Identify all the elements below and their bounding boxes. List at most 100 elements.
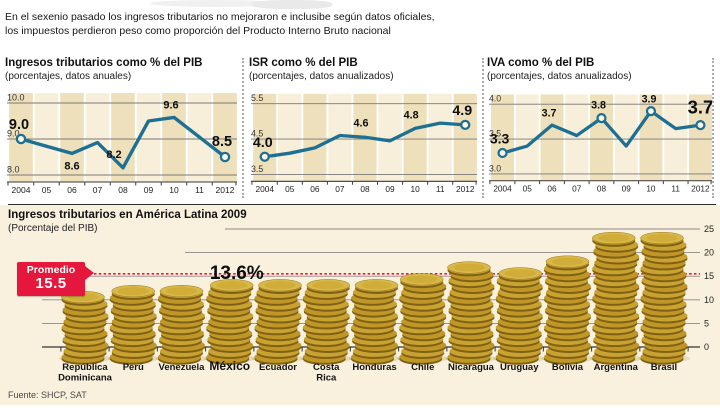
svg-text:2004: 2004 [12,185,31,195]
x-axis-ticks [60,347,689,352]
svg-text:11: 11 [195,185,204,195]
data-line [19,115,227,170]
data-labels: 3.3 3.7 3.8 3.9 3.7 [490,93,713,146]
chart-subtitle: (porcentajes, datos anuales) [5,71,132,82]
svg-text:4.5: 4.5 [251,129,263,139]
mexico-annotation: 13.6% [210,263,264,284]
svg-text:2012: 2012 [691,184,710,193]
svg-text:06: 06 [310,184,320,194]
bottom-chart-title: Ingresos tributarios en América Latina 2… [8,209,247,221]
x-axis-ticks [251,181,477,185]
svg-text:4.0: 4.0 [489,94,501,104]
promedio-label: Promedio [26,264,76,276]
chart-panel-iva: IVA como % del PIB (porcentajes, datos a… [487,57,716,199]
x-axis-labels: 2004 05 06 07 08 09 10 11 2012 [12,185,235,195]
data-point-marker [15,133,27,145]
source-note: Fuente: SHCP, SAT [8,390,87,400]
year-bands [253,93,477,182]
country-label: República Dominicana [58,362,113,384]
svg-text:06: 06 [547,184,557,193]
data-point-marker [497,147,508,159]
svg-text:07: 07 [335,184,345,194]
svg-text:09: 09 [144,185,154,195]
svg-text:8.0: 8.0 [7,165,20,175]
intro-line-2: los impuestos perdieron peso como propor… [5,25,391,37]
country-label: Bolivia [552,362,584,373]
country-label: Perú [123,362,144,373]
coin-stack [107,285,160,365]
country-label: Chile [411,362,434,373]
country-label: Uruguay [500,362,539,373]
svg-text:08: 08 [118,185,128,195]
data-point-marker [645,106,657,117]
panel-divider [482,58,484,198]
svg-text:3.0: 3.0 [489,164,501,174]
coin-bar-chart: 0 5 10 15 20 25 República Dominicana Perú Venezue… [42,224,714,384]
country-label: Argentina [594,362,639,373]
data-point-marker [596,113,607,124]
svg-text:15: 15 [704,271,714,281]
svg-text:4.6: 4.6 [354,117,369,129]
svg-text:5: 5 [704,318,709,328]
coin-stack [348,279,401,365]
country-labels: República Dominicana Perú Venezuela México Ec… [58,359,677,384]
svg-text:9.6: 9.6 [163,99,178,111]
line-chart-ingresos: 10.0 9.0 8.0 2004 05 06 07 08 09 10 11 2012 9.0 8.6 8.… [7,93,237,195]
svg-text:07: 07 [93,185,103,195]
svg-text:10.0: 10.0 [7,93,25,103]
coin-stack [300,279,353,365]
svg-text:0: 0 [704,342,709,352]
country-label: Nicaragua [448,362,495,373]
country-label: Venezuela [159,362,206,373]
svg-text:8.6: 8.6 [64,160,79,172]
svg-text:3.5: 3.5 [489,129,501,139]
x-axis-ticks [489,180,712,185]
chart-title: ISR como % del PIB [249,57,358,69]
svg-text:2012: 2012 [456,184,475,194]
year-bands [9,93,237,182]
coin-stack [252,279,304,365]
panel-divider [712,58,714,198]
svg-text:2012: 2012 [216,185,235,195]
data-point-marker [219,151,231,163]
x-axis-labels: 2004 05 06 07 08 09 10 11 2012 [493,184,710,193]
svg-text:20: 20 [704,248,714,258]
coin-stack [638,231,690,365]
svg-text:8.2: 8.2 [106,149,121,161]
country-label: Honduras [352,362,396,373]
data-labels: 9.0 8.6 8.2 9.6 8.5 [9,99,232,172]
svg-text:09: 09 [622,184,632,193]
section-divider [8,204,716,205]
svg-text:9.0: 9.0 [7,129,20,139]
svg-text:3.7: 3.7 [542,107,557,119]
chart-panel-ingresos: Ingresos tributarios como % del PIB (por… [5,57,241,199]
coin-stack [445,261,497,365]
x-axis-ticks [7,182,237,186]
svg-text:07: 07 [572,184,582,193]
promedio-value: 15.5 [35,275,67,292]
gridlines: 5.5 4.5 3.5 [251,93,478,175]
svg-text:10: 10 [646,184,656,193]
intro-line-1: En el sexenio pasado los ingresos tribut… [5,11,435,23]
svg-text:08: 08 [597,184,607,193]
svg-text:4.8: 4.8 [404,110,419,122]
svg-text:4.0: 4.0 [253,135,273,151]
svg-text:3.3: 3.3 [490,130,510,146]
svg-text:06: 06 [67,185,77,195]
svg-text:8.5: 8.5 [212,134,232,150]
coin-stack [493,267,546,365]
panel-divider [242,58,244,198]
svg-text:2004: 2004 [255,184,274,194]
svg-text:5.5: 5.5 [251,93,263,103]
data-point-marker [259,151,270,162]
country-label: México [209,359,250,373]
chart-panel-isr: ISR como % del PIB (porcentajes, datos a… [249,57,481,199]
country-label: Brasil [651,362,677,373]
country-label: Ecuador [259,362,297,373]
svg-text:11: 11 [671,184,680,193]
svg-text:9.0: 9.0 [9,117,29,133]
svg-text:10: 10 [704,295,714,305]
promedio-badge: Promedio 15.5 [17,262,94,296]
svg-text:3.7: 3.7 [688,96,714,117]
chart-subtitle: (porcentajes, datos anualizados) [487,71,632,82]
